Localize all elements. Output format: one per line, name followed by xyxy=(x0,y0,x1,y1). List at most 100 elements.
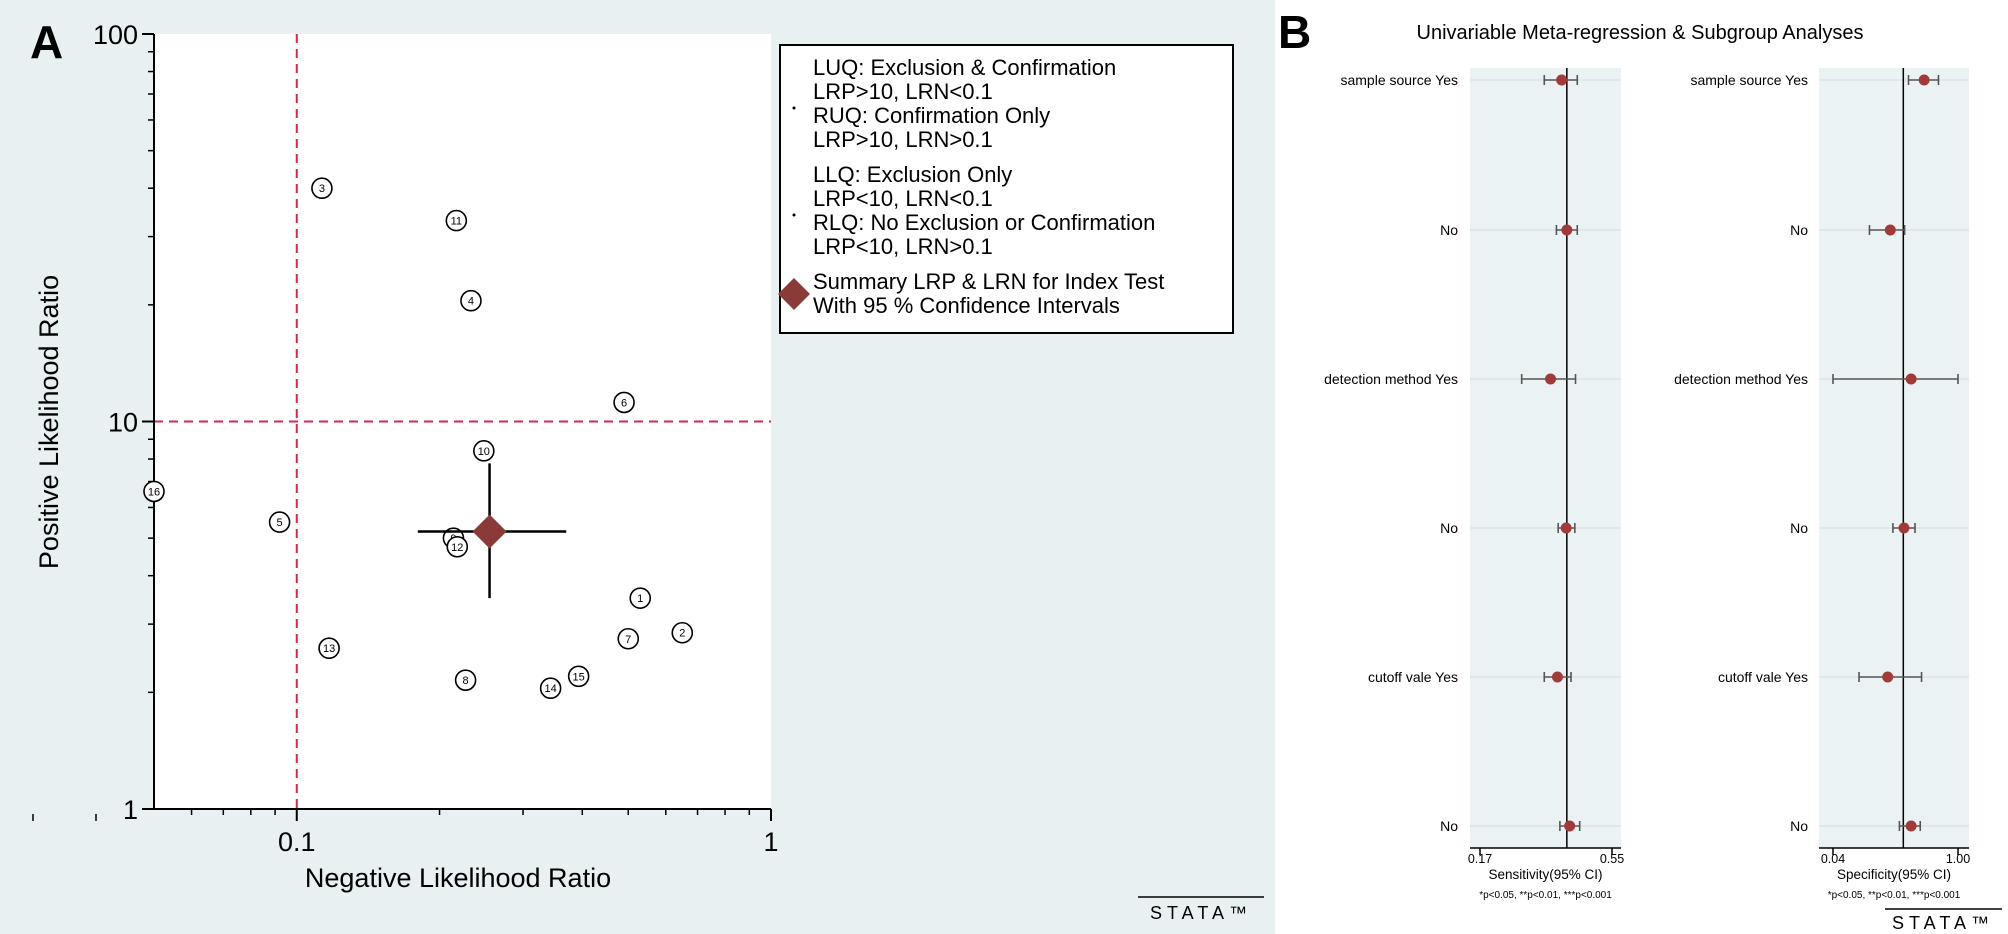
forest-row-label: detection method Yes xyxy=(1324,371,1458,387)
panel-b: B Univariable Meta-regression & Subgroup… xyxy=(1275,0,2008,934)
reference-lines xyxy=(154,34,771,809)
study-label: 12 xyxy=(451,542,463,554)
study-label: 5 xyxy=(277,517,283,529)
forest-row-label: No xyxy=(1440,818,1458,834)
study-point: 6 xyxy=(613,391,635,414)
study-point: 4 xyxy=(460,289,482,312)
forest-point-estimate xyxy=(1560,522,1572,534)
forest-x-label: Specificity(95% CI) xyxy=(1837,867,1951,882)
forest-row-label: No xyxy=(1790,222,1808,238)
legend-text: LRP<10, LRN<0.1 xyxy=(813,186,993,211)
forest-footnote: *p<0.05, **p<0.01, ***p<0.001 xyxy=(1828,890,1961,901)
study-marker xyxy=(567,665,590,688)
panel-a-label: A xyxy=(30,16,63,68)
forest-row-label: sample source Yes xyxy=(1690,72,1808,88)
forest-title: Univariable Meta-regression & Subgroup A… xyxy=(1417,22,1864,44)
study-marker xyxy=(473,440,495,462)
study-label: 11 xyxy=(451,216,462,228)
study-marker xyxy=(311,177,333,200)
forest-point-estimate xyxy=(1905,373,1917,385)
y-tick-label: 10 xyxy=(108,408,138,438)
forest-point-estimate xyxy=(1918,74,1930,86)
study-marker xyxy=(613,391,635,414)
legend-dot-marker xyxy=(792,106,796,110)
study-label: 10 xyxy=(478,446,490,458)
axes-a: 1 10 100 0.1 1 xyxy=(32,20,779,857)
forest-x-label: Sensitivity(95% CI) xyxy=(1488,867,1602,882)
legend-text: RLQ: No Exclusion or Confirmation xyxy=(813,210,1155,235)
forest-point-estimate xyxy=(1564,820,1576,832)
study-point: 16 xyxy=(143,480,165,503)
forest-tick-label: 0.17 xyxy=(1468,852,1492,866)
forest-point-estimate xyxy=(1884,224,1896,236)
study-marker xyxy=(629,587,652,609)
study-point: 7 xyxy=(617,627,640,650)
study-marker xyxy=(445,209,468,232)
summary-diamond xyxy=(472,514,507,549)
forest-row-label: detection method Yes xyxy=(1674,371,1808,387)
y-tick-label: 1 xyxy=(123,795,138,825)
study-label: 6 xyxy=(621,397,627,409)
study-points: 12345678910111213141516 xyxy=(143,177,694,699)
study-marker xyxy=(454,669,477,691)
forest-row-label: No xyxy=(1790,520,1808,536)
summary-estimate xyxy=(417,463,567,599)
study-point: 2 xyxy=(671,621,694,644)
study-point: 5 xyxy=(268,511,291,533)
legend-text: LRP>10, LRN<0.1 xyxy=(813,79,993,104)
forest-point-estimate xyxy=(1882,671,1894,683)
forest-tick-label: 1.00 xyxy=(1946,852,1970,866)
legend-text: LLQ: Exclusion Only xyxy=(813,162,1012,187)
legend-text: LUQ: Exclusion & Confirmation xyxy=(813,55,1116,80)
forest-point-estimate xyxy=(1551,671,1563,683)
legend-box xyxy=(779,44,1234,334)
study-marker xyxy=(268,511,291,533)
forest-row-label: No xyxy=(1790,818,1808,834)
forest-footnote: *p<0.05, **p<0.01, ***p<0.001 xyxy=(1479,890,1612,901)
study-point: 13 xyxy=(318,637,340,659)
stata-logo-b: STATA™ xyxy=(1885,908,2002,933)
study-point: 1 xyxy=(629,587,652,609)
y-tick-label: 100 xyxy=(93,20,138,50)
study-label: 2 xyxy=(679,628,685,640)
study-point: 12 xyxy=(446,535,469,558)
legend-text: LRP<10, LRN>0.1 xyxy=(813,234,993,259)
forest-tick-label: 0.55 xyxy=(1600,852,1624,866)
study-point: 3 xyxy=(311,177,333,200)
legend-text: With 95 % Confidence Intervals xyxy=(813,293,1120,318)
study-marker xyxy=(617,627,640,650)
study-label: 14 xyxy=(544,683,556,695)
stata-watermark-b: STATA™ xyxy=(1892,913,1994,933)
forest-plot-area xyxy=(1819,68,1969,848)
study-point: 11 xyxy=(445,209,468,232)
forest-point-estimate xyxy=(1556,74,1568,86)
study-marker xyxy=(318,637,340,659)
study-point: 8 xyxy=(454,669,477,691)
forest-point-estimate xyxy=(1905,820,1917,832)
study-point: 10 xyxy=(473,440,495,462)
study-label: 8 xyxy=(463,675,469,687)
panel-b-label: B xyxy=(1278,6,1311,58)
study-label: 13 xyxy=(323,643,335,655)
forest-point-estimate xyxy=(1898,522,1910,534)
study-marker xyxy=(539,677,562,699)
study-label: 3 xyxy=(319,183,325,195)
y-axis-label: Positive Likelihood Ratio xyxy=(34,275,64,569)
stata-watermark: STATA™ xyxy=(1150,903,1252,923)
study-marker xyxy=(446,535,469,558)
study-marker xyxy=(460,289,482,312)
x-tick-label: 0.1 xyxy=(278,827,316,857)
forest-point-estimate xyxy=(1545,373,1557,385)
forest-row-label: No xyxy=(1440,222,1458,238)
forest-row-label: No xyxy=(1440,520,1458,536)
legend-diamond-marker xyxy=(778,278,810,310)
study-marker xyxy=(143,480,165,503)
legend-text: Summary LRP & LRN for Index Test xyxy=(813,269,1164,294)
